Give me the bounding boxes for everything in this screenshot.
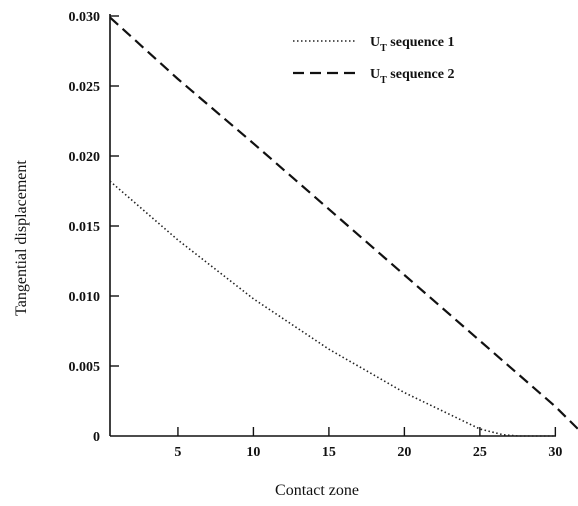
ticks: 5 10 15 20 25 30 0 0.005 0.010 0.015 0.020 0.025 0.0…: [69, 10, 563, 460]
x-tick-label: 30: [548, 445, 562, 460]
legend-label-1: UT sequence 1: [370, 35, 454, 54]
x-tick-label: 20: [397, 445, 411, 460]
y-axis-title: Tangential displacement: [13, 160, 30, 316]
y-tick-label: 0.005: [69, 360, 101, 375]
x-tick-label: 25: [473, 445, 487, 460]
y-tick-label: 0.025: [69, 80, 101, 95]
series-line-1: [109, 180, 556, 437]
y-tick-label: 0: [93, 430, 100, 445]
x-tick-label: 5: [174, 445, 181, 460]
series-line-2: [109, 16, 578, 430]
y-tick-label: 0.015: [69, 220, 101, 235]
y-tick-label: 0.020: [69, 150, 101, 165]
x-tick-label: 10: [246, 445, 260, 460]
y-tick-label: 0.010: [69, 290, 101, 305]
legend-label-2: UT sequence 2: [370, 67, 454, 86]
series-group: [109, 16, 578, 437]
y-tick-label: 0.030: [69, 10, 101, 25]
x-tick-label: 15: [322, 445, 336, 460]
legend: UT sequence 1 UT sequence 2: [293, 35, 454, 86]
x-axis-title: Contact zone: [275, 482, 359, 499]
